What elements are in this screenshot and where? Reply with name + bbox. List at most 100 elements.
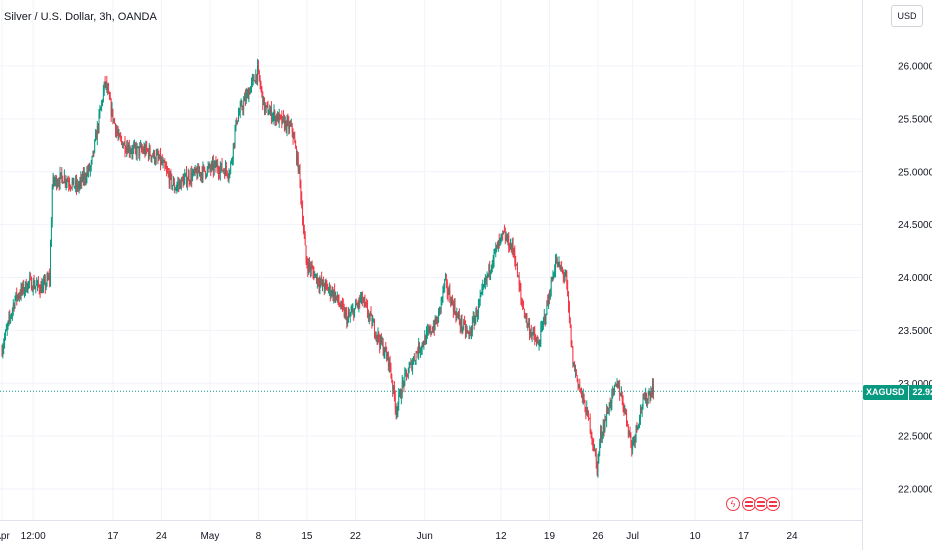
candle-body [555, 261, 556, 271]
candle-body [485, 278, 487, 281]
candle-body [4, 337, 5, 344]
candle-body [311, 266, 313, 269]
candle-body [283, 118, 285, 129]
candle-body [499, 238, 501, 242]
candle-body [472, 318, 474, 320]
candle-body [609, 402, 611, 406]
candle-body [491, 264, 493, 269]
candle-body [258, 65, 259, 71]
candle-body [248, 90, 250, 100]
candle-body [416, 352, 418, 354]
x-tick-label: Jun [417, 531, 433, 542]
candle-body [382, 342, 384, 355]
candle-body [525, 315, 527, 317]
candle-body [452, 303, 454, 312]
candle-body [494, 250, 496, 251]
candle-body [530, 331, 532, 337]
candle-body [330, 294, 332, 296]
candle-body [185, 173, 187, 176]
candle-body [297, 155, 299, 173]
candle-body [72, 178, 74, 182]
candle-body [288, 120, 290, 129]
candle-body [129, 151, 131, 153]
candle-body [387, 352, 388, 359]
candle-body [642, 397, 644, 408]
candle-body [22, 284, 24, 291]
candle-body [478, 302, 479, 313]
x-tick-label: 24 [786, 531, 798, 542]
candle-body [344, 311, 346, 317]
candle-body [625, 409, 627, 411]
candle-body [635, 426, 637, 436]
candle-body [400, 396, 402, 399]
candle-body [351, 309, 353, 313]
candle-body [620, 394, 621, 396]
candle-body [12, 304, 14, 310]
candle-body [214, 161, 216, 165]
time-axis[interactable]: Apr 12:00 17 24 May 8 15 22 Jun 12 19 26 Jul 10 17 24 [0, 520, 862, 543]
candle-body [435, 317, 437, 323]
candle-body [460, 318, 462, 327]
candle-body [627, 425, 629, 435]
candle-body [653, 384, 654, 395]
candle-body [156, 153, 158, 155]
candle-body [48, 275, 50, 279]
candle-body [98, 113, 100, 129]
candle-body [510, 244, 512, 250]
candle-body [169, 173, 171, 184]
candle-body [434, 317, 436, 330]
candle-body [47, 276, 49, 279]
lightning-icon[interactable]: ϟ [726, 497, 740, 511]
price-axis[interactable]: 26.00000 25.50000 25.00000 24.50000 24.00000… [862, 0, 932, 550]
candle-body [137, 146, 139, 148]
us-flag-icon[interactable] [742, 497, 756, 511]
candle-body [538, 344, 540, 346]
candle-body [173, 182, 175, 191]
currency-button[interactable]: USD [891, 5, 923, 27]
candle-body [202, 166, 204, 178]
candle-body [195, 168, 197, 173]
candle-body [241, 103, 243, 109]
candle-body [425, 335, 426, 344]
candle-body [593, 444, 595, 450]
candle-body [16, 292, 18, 299]
candle-body [549, 295, 550, 299]
candle-body [38, 285, 40, 291]
candle-body [20, 287, 22, 297]
candle-body [188, 174, 190, 182]
candle-body [122, 141, 123, 148]
candle-body [646, 399, 648, 404]
candle-body [326, 283, 328, 286]
candle-body [257, 65, 258, 80]
candle-body [331, 289, 333, 295]
candle-body [461, 318, 463, 329]
candle-body [623, 407, 625, 411]
candle-body [611, 391, 613, 404]
candle-body [431, 331, 433, 333]
candle-body [150, 155, 152, 159]
candle-body [539, 343, 541, 345]
candle-body [601, 434, 603, 437]
candle-body [70, 187, 72, 188]
candle-body [266, 105, 268, 106]
candle-body [197, 167, 199, 178]
candle-body [235, 119, 237, 130]
candle-body [413, 357, 414, 363]
candle-body [43, 281, 44, 286]
candle-body [531, 333, 533, 337]
candle-body [554, 270, 556, 275]
candle-body [117, 133, 119, 136]
candle-body [228, 175, 230, 177]
candle-body [360, 298, 362, 302]
us-flag-icon[interactable] [766, 497, 780, 511]
candle-body [427, 330, 429, 331]
candle-body [594, 448, 595, 450]
candle-body [411, 361, 413, 370]
candle-body [277, 113, 278, 121]
candle-body [363, 299, 365, 303]
x-tick-label: 15 [301, 531, 313, 542]
candle-body [553, 274, 555, 276]
candle-body [633, 439, 634, 442]
candle-body [517, 276, 519, 278]
